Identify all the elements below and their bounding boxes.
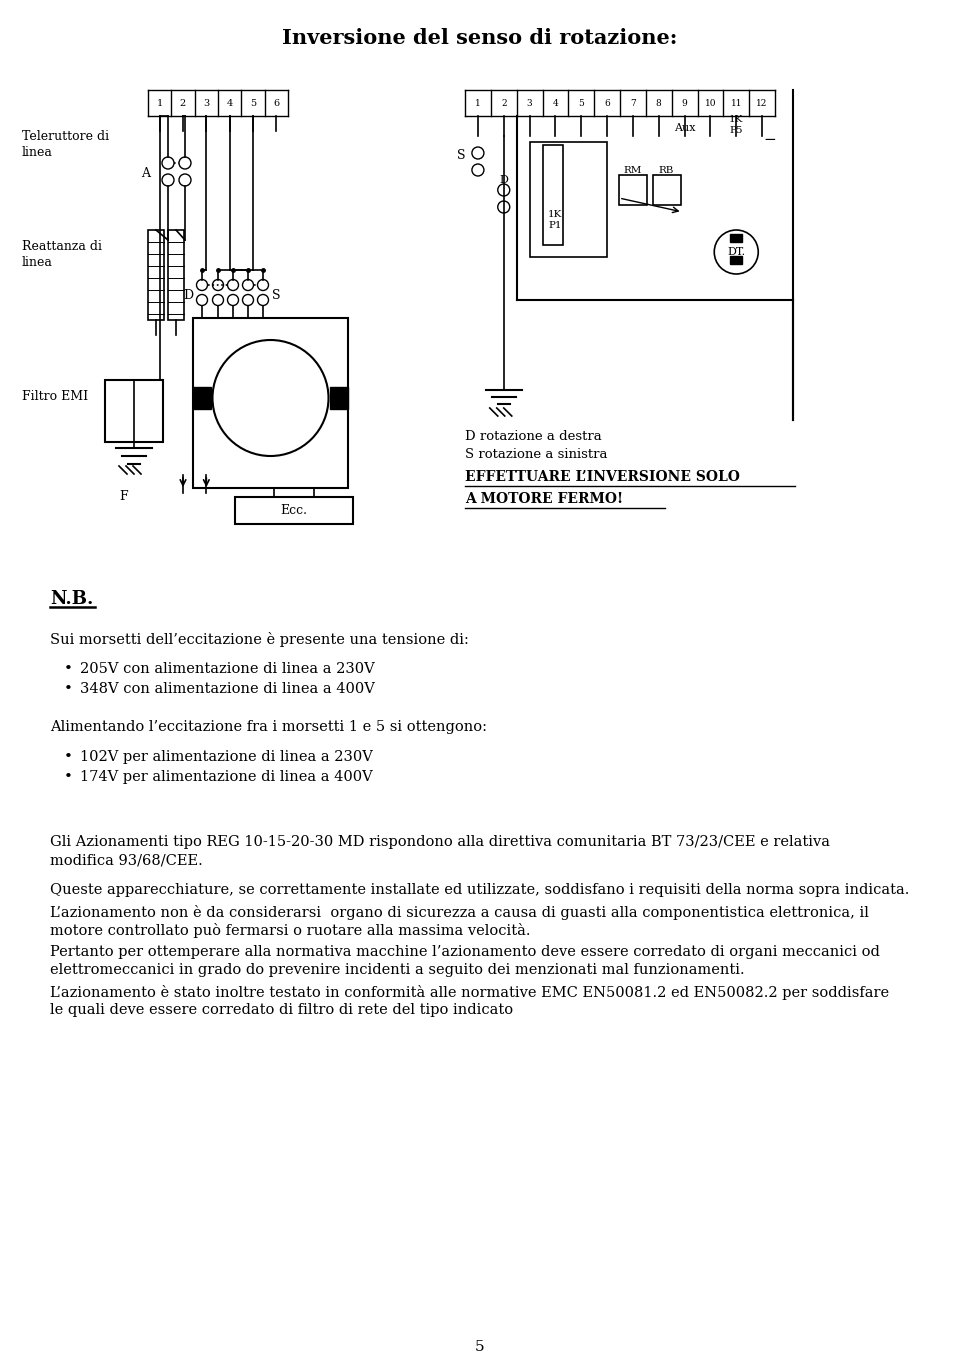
Text: 7: 7 [630, 98, 636, 108]
Bar [330, 387, 348, 410]
Text: 2: 2 [180, 98, 186, 108]
Bar [193, 387, 211, 410]
Text: •: • [63, 682, 72, 695]
Text: 5: 5 [475, 1341, 485, 1354]
Text: Filtro EMI: Filtro EMI [22, 391, 88, 403]
Text: modifica 93/68/CEE.: modifica 93/68/CEE. [50, 853, 203, 867]
Bar [542, 146, 564, 245]
Text: D rotazione a destra: D rotazione a destra [465, 430, 602, 442]
Text: 11: 11 [731, 98, 742, 108]
Text: RM: RM [624, 166, 642, 176]
Text: 1K
P1: 1K P1 [548, 210, 563, 230]
Text: motore controllato può fermarsi o ruotare alla massima velocità.: motore controllato può fermarsi o ruotar… [50, 923, 531, 938]
Text: Alimentando l’eccitazione fra i morsetti 1 e 5 si ottengono:: Alimentando l’eccitazione fra i morsetti… [50, 720, 487, 734]
Text: DT.: DT. [727, 246, 745, 257]
Text: Pertanto per ottemperare alla normativa macchine l’azionamento deve essere corre: Pertanto per ottemperare alla normativa … [50, 945, 880, 960]
Text: Gli Azionamenti tipo REG 10-15-20-30 MD rispondono alla direttiva comunitaria BT: Gli Azionamenti tipo REG 10-15-20-30 MD … [50, 836, 830, 849]
Text: 3: 3 [204, 98, 209, 108]
Bar [619, 176, 647, 206]
Text: 1K
P5: 1K P5 [729, 114, 743, 135]
Bar [653, 176, 681, 206]
Text: S: S [457, 148, 466, 162]
Text: S rotazione a sinistra: S rotazione a sinistra [465, 448, 608, 461]
Bar [168, 230, 184, 320]
Text: EFFETTUARE L’INVERSIONE SOLO: EFFETTUARE L’INVERSIONE SOLO [465, 470, 740, 485]
Text: 6: 6 [274, 98, 279, 108]
Text: Reattanza di: Reattanza di [22, 240, 102, 253]
Text: le quali deve essere corredato di filtro di rete del tipo indicato: le quali deve essere corredato di filtro… [50, 1003, 514, 1017]
Text: linea: linea [22, 146, 53, 159]
Text: 4: 4 [553, 98, 559, 108]
Text: Sui morsetti dell’eccitazione è presente una tensione di:: Sui morsetti dell’eccitazione è presente… [50, 632, 468, 646]
Bar [235, 497, 353, 524]
Text: −: − [763, 133, 777, 147]
Text: Teleruttore di: Teleruttore di [22, 131, 109, 143]
Text: 2: 2 [501, 98, 507, 108]
Text: Queste apparecchiature, se correttamente installate ed utilizzate, soddisfano i : Queste apparecchiature, se correttamente… [50, 883, 909, 897]
Bar [105, 380, 163, 442]
Text: D: D [499, 176, 508, 185]
Text: RB: RB [659, 166, 674, 176]
Text: L’azionamento è stato inoltre testato in conformità alle normative EMC EN50081.2: L’azionamento è stato inoltre testato in… [50, 985, 889, 1000]
Text: 3: 3 [527, 98, 533, 108]
Bar [530, 142, 607, 257]
Text: S: S [272, 289, 280, 302]
Text: •: • [63, 750, 72, 764]
Bar [731, 234, 742, 242]
Text: •: • [63, 770, 72, 784]
Text: A: A [141, 166, 150, 180]
Text: 174V per alimentazione di linea a 400V: 174V per alimentazione di linea a 400V [80, 770, 372, 784]
Text: N.B.: N.B. [50, 591, 93, 608]
Bar [148, 230, 164, 320]
Text: 1: 1 [475, 98, 481, 108]
Text: 10: 10 [705, 98, 716, 108]
Text: •: • [63, 661, 72, 676]
Text: D: D [182, 289, 193, 302]
Text: 1: 1 [156, 98, 163, 108]
Text: 205V con alimentazione di linea a 230V: 205V con alimentazione di linea a 230V [80, 661, 374, 676]
Text: 5: 5 [578, 98, 585, 108]
Bar [193, 318, 348, 489]
Text: linea: linea [22, 256, 53, 269]
Text: 12: 12 [756, 98, 768, 108]
Text: 6: 6 [604, 98, 610, 108]
Text: Aux: Aux [674, 122, 695, 133]
Text: Ecc.: Ecc. [280, 504, 307, 517]
Text: 102V per alimentazione di linea a 230V: 102V per alimentazione di linea a 230V [80, 750, 372, 764]
Bar [731, 256, 742, 264]
Text: F: F [120, 490, 129, 504]
Text: 5: 5 [250, 98, 256, 108]
Text: 9: 9 [682, 98, 687, 108]
Text: L’azionamento non è da considerarsi  organo di sicurezza a causa di guasti alla : L’azionamento non è da considerarsi orga… [50, 905, 869, 920]
Text: elettromeccanici in grado do prevenire incidenti a seguito dei menzionati mal fu: elettromeccanici in grado do prevenire i… [50, 964, 745, 977]
Text: Inversione del senso di rotazione:: Inversione del senso di rotazione: [282, 29, 678, 48]
Text: 4: 4 [227, 98, 232, 108]
Text: A MOTORE FERMO!: A MOTORE FERMO! [465, 491, 623, 506]
Text: 348V con alimentazione di linea a 400V: 348V con alimentazione di linea a 400V [80, 682, 374, 695]
Text: 8: 8 [656, 98, 661, 108]
